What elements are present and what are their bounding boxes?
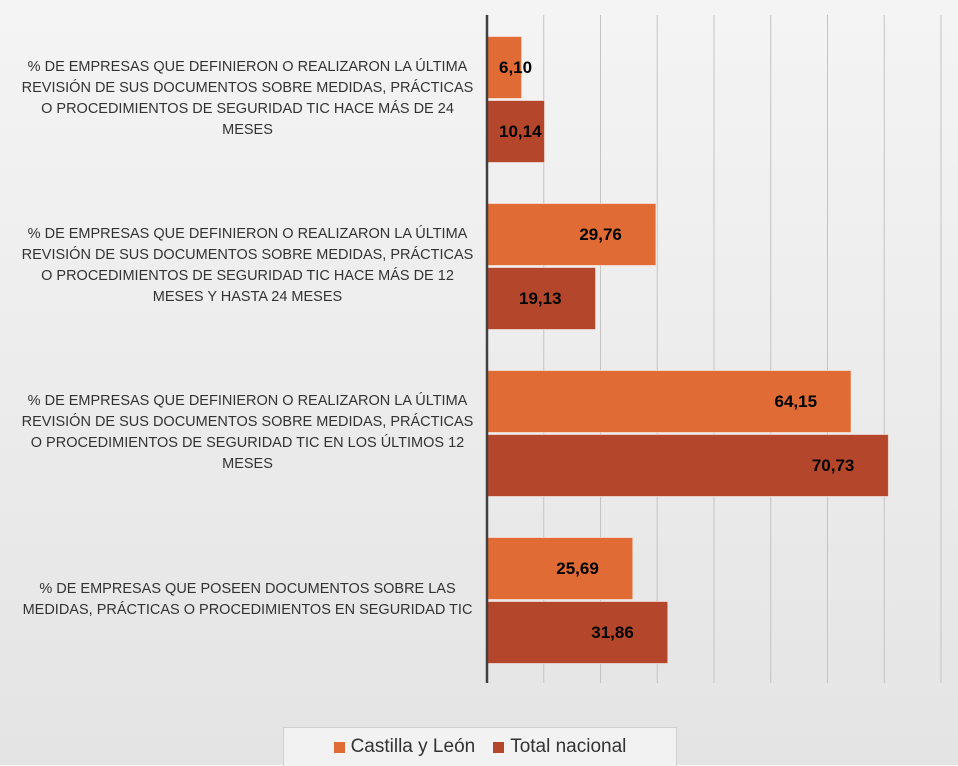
bar [486, 434, 889, 497]
bar [486, 267, 597, 330]
legend-label: Total nacional [510, 736, 627, 757]
legend: Castilla y León Total nacional [283, 727, 677, 766]
bar [486, 601, 669, 664]
legend-item: Castilla y León [333, 736, 476, 758]
category-label: % DE EMPRESAS QUE DEFINIERON O REALIZARO… [21, 225, 474, 305]
category-label: % DE EMPRESAS QUE DEFINIERON O REALIZARO… [21, 58, 474, 138]
legend-item: Total nacional [493, 736, 626, 758]
value-label: 29,76 [579, 225, 622, 244]
value-label: 6,10 [499, 58, 532, 77]
value-label: 31,86 [591, 623, 634, 642]
category-label: % DE EMPRESAS QUE DEFINIERON O REALIZARO… [21, 392, 474, 472]
bar [486, 370, 852, 433]
value-label: 64,15 [775, 392, 818, 411]
value-label: 19,13 [519, 289, 562, 308]
bar [486, 203, 657, 266]
bar [486, 36, 523, 99]
legend-swatch [493, 741, 505, 753]
category-label: % DE EMPRESAS QUE POSEEN DOCUMENTOS SOBR… [22, 580, 473, 618]
value-label: 25,69 [556, 559, 599, 578]
value-label: 70,73 [812, 456, 855, 475]
legend-swatch [333, 741, 345, 753]
value-label: 10,14 [499, 122, 542, 141]
bar [486, 537, 634, 600]
legend-label: Castilla y León [350, 736, 476, 757]
